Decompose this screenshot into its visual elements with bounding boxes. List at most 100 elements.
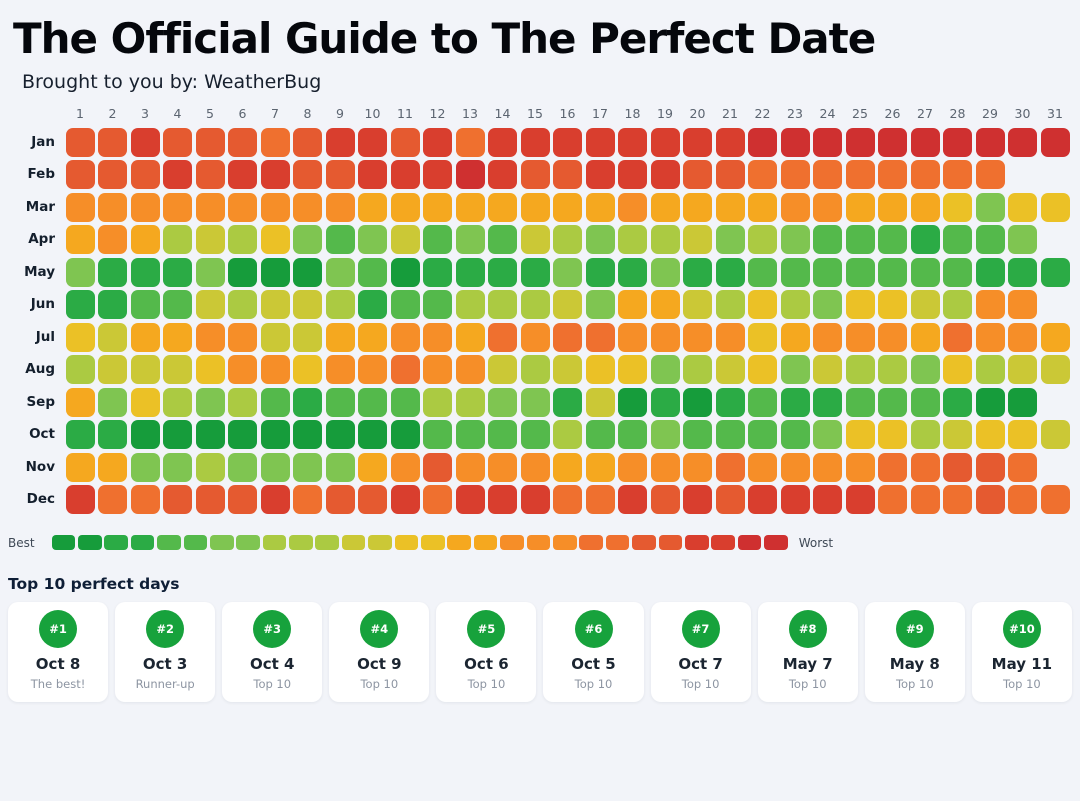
empty-cell [1041, 290, 1070, 319]
day-cell [943, 127, 972, 157]
day-cell [390, 322, 420, 352]
day-cell [910, 290, 940, 320]
day-cell [780, 192, 810, 222]
day-cell [878, 485, 907, 515]
day-cell [195, 257, 225, 287]
month-label: Mar [25, 198, 55, 215]
day-cell [455, 257, 485, 287]
day-number-label: 4 [173, 106, 182, 122]
day-cell [845, 355, 875, 385]
rank-badge: #1 [39, 610, 78, 649]
day-cell [488, 485, 517, 515]
day-cell [358, 225, 387, 255]
card-date: Oct 3 [142, 655, 188, 674]
day-cell [553, 290, 582, 320]
card-note: Top 10 [1003, 677, 1041, 692]
day-cell [683, 192, 712, 222]
day-cell [1040, 485, 1070, 515]
day-cell [780, 387, 810, 417]
legend-swatch [77, 535, 102, 551]
legend-swatch [526, 535, 551, 551]
day-cell [455, 192, 485, 222]
rank-badge: #4 [360, 610, 399, 649]
day-cell [780, 322, 810, 352]
day-cell [553, 452, 582, 482]
day-cell [618, 387, 647, 417]
day-cell [195, 420, 225, 450]
day-cell [390, 387, 420, 417]
day-cell [910, 420, 940, 450]
day-cell [715, 387, 745, 417]
day-cell [358, 355, 387, 385]
day-cell [488, 355, 517, 385]
calendar-heatmap: 1 2 3 4 5 6 7 8 9 10 11 12 13 14 15 16 17 18 19 20 21 22 23 24 2… [8, 106, 1072, 515]
day-cell [163, 355, 192, 385]
day-cell [715, 322, 745, 352]
day-cell [488, 387, 517, 417]
day-cell [520, 452, 550, 482]
day-cell [1008, 452, 1037, 482]
day-cell [293, 127, 322, 157]
month-label: Feb [27, 166, 56, 183]
day-cell [943, 290, 972, 320]
legend-swatch [315, 535, 340, 551]
day-cell [585, 290, 615, 320]
day-cell [228, 127, 257, 157]
empty-cell [1041, 225, 1070, 254]
day-cell [293, 387, 322, 417]
day-cell [618, 485, 647, 515]
legend-swatch [737, 535, 762, 551]
day-cell [780, 257, 810, 287]
card-note: Top 10 [788, 677, 827, 692]
day-cell [748, 420, 777, 450]
legend-swatch [553, 535, 577, 551]
day-cell [585, 127, 615, 157]
day-number-label: 23 [787, 106, 803, 122]
day-cell [910, 160, 940, 190]
day-cell [163, 225, 192, 255]
top10-card: #6 Oct 5 Top 10 [543, 602, 644, 703]
day-cell [1008, 322, 1037, 352]
day-number-label: 28 [949, 106, 966, 122]
day-cell [813, 322, 842, 352]
day-cell [228, 355, 257, 385]
day-cell [98, 257, 127, 287]
day-cell [748, 127, 777, 157]
day-cell [358, 452, 387, 482]
day-cell [975, 257, 1005, 287]
day-cell [650, 290, 680, 320]
day-cell [650, 127, 680, 157]
day-cell [65, 322, 95, 352]
day-cell [813, 452, 842, 482]
day-cell [1040, 355, 1070, 385]
day-cell [455, 485, 485, 515]
day-cell [943, 387, 972, 417]
month-label: Sep [26, 393, 55, 410]
day-cell [455, 160, 485, 190]
day-cell [845, 257, 875, 287]
day-cell [455, 322, 485, 352]
day-cell [813, 420, 842, 450]
empty-cell [1041, 453, 1070, 482]
day-number-label: 1 [76, 106, 84, 122]
day-cell [98, 160, 127, 190]
day-number-label: 8 [303, 106, 312, 122]
day-cell [260, 420, 290, 450]
day-cell [553, 485, 582, 515]
day-cell [715, 160, 745, 190]
day-cell [228, 225, 257, 255]
card-date: May 11 [991, 655, 1053, 674]
day-cell [715, 355, 745, 385]
day-cell [228, 192, 257, 222]
day-cell [163, 485, 192, 515]
day-cell [358, 127, 387, 157]
day-cell [228, 322, 257, 352]
day-cell [293, 225, 322, 255]
day-cell [943, 225, 972, 255]
day-cell [423, 322, 452, 352]
day-cell [1008, 420, 1037, 450]
day-cell [163, 192, 192, 222]
day-cell [715, 290, 745, 320]
day-cell [878, 290, 907, 320]
day-cell [813, 257, 842, 287]
